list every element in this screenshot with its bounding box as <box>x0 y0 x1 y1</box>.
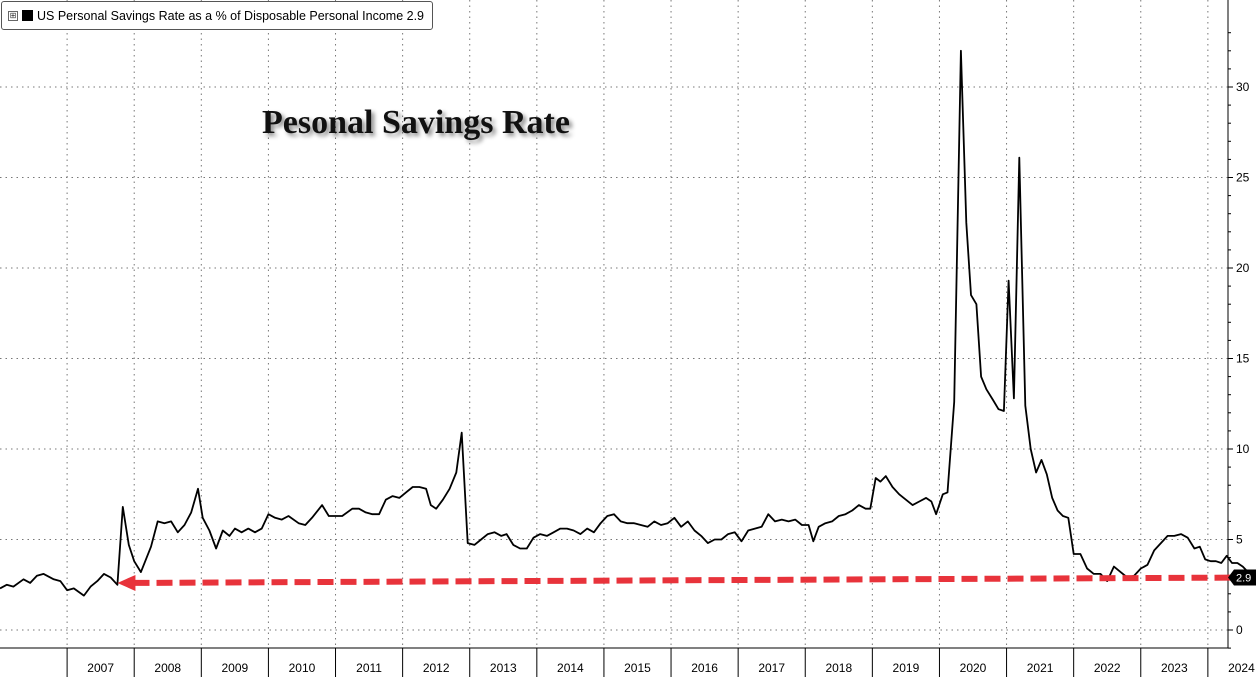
y-tick-label: 5 <box>1236 533 1243 547</box>
x-tick-label: 2017 <box>758 661 785 675</box>
x-tick-label: 2022 <box>1094 661 1121 675</box>
x-tick-label: 2019 <box>893 661 920 675</box>
last-value-tag: 2.9 <box>1228 569 1256 586</box>
x-tick-label: 2007 <box>87 661 114 675</box>
y-tick-label: 10 <box>1236 442 1250 456</box>
y-axis-ticks: 0 5 10 15 20 25 30 <box>1228 32 1250 649</box>
chart-title: Pesonal Savings Rate <box>262 104 570 141</box>
y-gridlines <box>0 86 1228 631</box>
annotation-arrow-head <box>117 574 136 591</box>
y-tick-label: 0 <box>1236 623 1243 637</box>
x-tick-label: 2013 <box>490 661 517 675</box>
legend[interactable]: ⊞ US Personal Savings Rate as a % of Dis… <box>1 1 434 30</box>
x-tick-label: 2011 <box>356 661 382 675</box>
y-tick-label: 25 <box>1236 171 1250 185</box>
x-tick-label: 2024 <box>1228 661 1255 675</box>
x-axis-ticks: 2007 2008 2009 2010 2011 2012 2013 2014 2015 2016… <box>66 648 1255 677</box>
x-tick-label: 2010 <box>289 661 316 675</box>
x-tick-label: 2012 <box>423 661 450 675</box>
x-tick-label: 2016 <box>691 661 718 675</box>
last-value-tag-bg <box>1228 569 1256 586</box>
series-layer <box>0 49 1255 597</box>
x-tick-label: 2009 <box>222 661 249 675</box>
annotation-arrow-line <box>131 574 1254 586</box>
x-tick-label: 2015 <box>624 661 651 675</box>
x-tick-label: 2018 <box>825 661 852 675</box>
y-tick-label: 15 <box>1236 352 1250 366</box>
y-tick-label: 30 <box>1236 80 1250 94</box>
x-tick-label: 2021 <box>1027 661 1054 675</box>
y-tick-label: 20 <box>1236 261 1250 275</box>
legend-label: US Personal Savings Rate as a % of Dispo… <box>37 8 425 23</box>
annotation-layer <box>117 574 1254 591</box>
x-tick-label: 2014 <box>557 661 584 675</box>
x-tick-label: 2020 <box>960 661 987 675</box>
legend-swatch <box>22 10 33 21</box>
x-gridlines <box>66 0 1209 648</box>
last-value-label: 2.9 <box>1236 573 1251 585</box>
x-tick-label: 2008 <box>154 661 181 675</box>
x-tick-label: 2023 <box>1161 661 1188 675</box>
legend-toggle-icon[interactable]: ⊞ <box>8 10 18 21</box>
series-line <box>0 49 1255 597</box>
